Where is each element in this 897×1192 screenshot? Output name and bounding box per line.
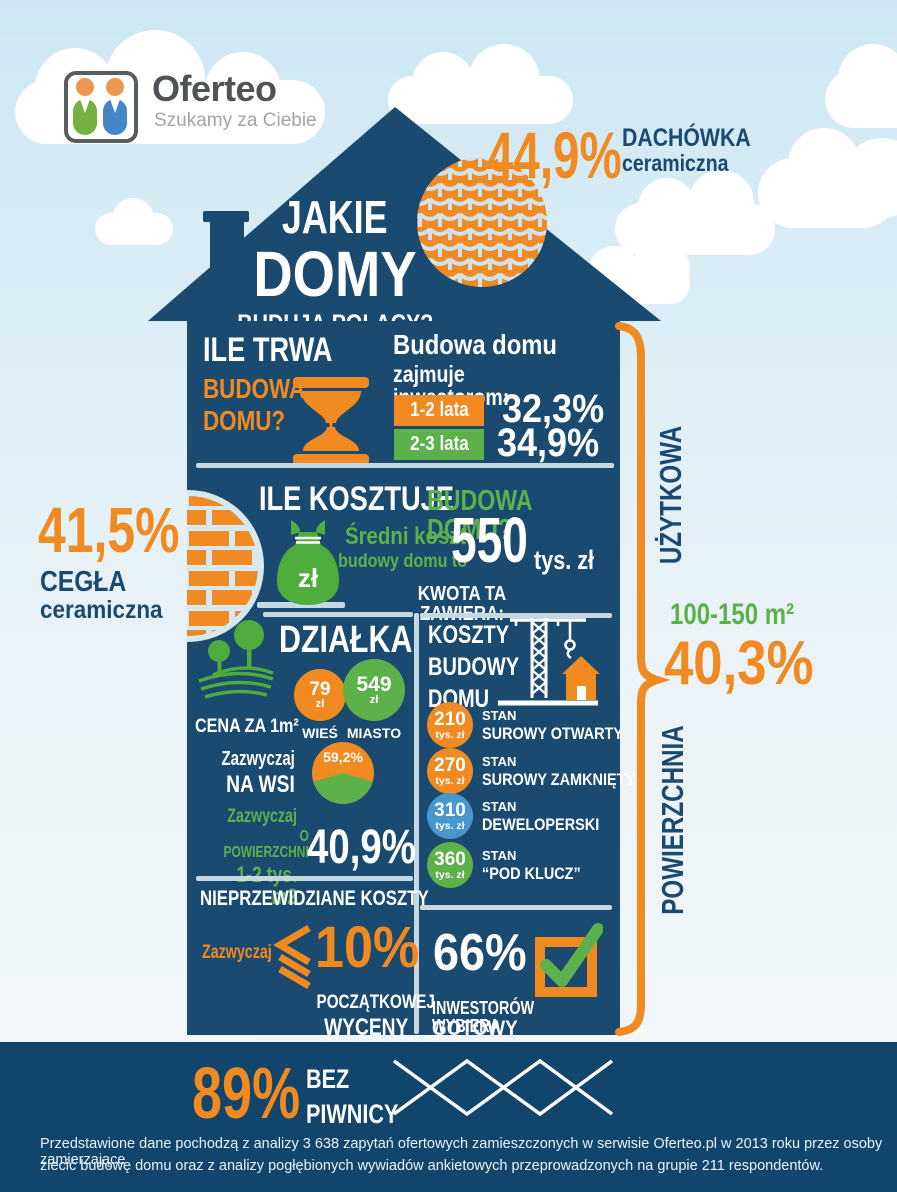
chimney xyxy=(210,222,244,270)
unforeseen-suffix2: WYCENY xyxy=(323,1014,408,1041)
oferteo-people-icon xyxy=(73,78,127,135)
brick-stat-value: 41,5% xyxy=(38,494,180,566)
village-price-circle: 79 zł xyxy=(294,669,346,721)
chimney-cap xyxy=(203,211,249,222)
project-value: 66% xyxy=(433,924,527,982)
area-brace xyxy=(615,322,671,1036)
stage-row-2: 270 tys. zł STAN SUROWY ZAMKNIĘTY xyxy=(427,748,662,794)
cost-heading-white: ILE KOSZTUJE xyxy=(259,480,454,518)
basement-label: BEZ PIWNICY xyxy=(306,1064,422,1134)
plot-area-block: Zazwyczaj O POWIERZCHNI 1-2 tys. m2 xyxy=(195,806,308,908)
village-label: WIEŚ xyxy=(302,725,338,741)
plot-area-value: 40,9% xyxy=(307,821,416,874)
roof-tiles-icon xyxy=(417,157,547,287)
footer-line2: zlecić budowę domu oraz z analizy pogłęb… xyxy=(40,1158,824,1174)
unforeseen-value: 10% xyxy=(315,915,420,980)
divider xyxy=(263,612,413,617)
column-divider xyxy=(414,613,419,1034)
pie-value: 59,2% xyxy=(323,749,363,765)
cost-avg-value: 550 xyxy=(451,504,528,576)
roof-triangle xyxy=(148,107,661,321)
house-body: ILE TRWA BUDOWA DOMU? Budowa domu zajmuj… xyxy=(187,321,635,1060)
cloud xyxy=(0,0,897,340)
money-bag-currency: zł xyxy=(297,563,319,593)
roof-stat-label2: ceramiczna xyxy=(622,150,729,176)
village-pie-chart xyxy=(312,742,374,804)
divider xyxy=(196,463,614,468)
logo-tagline: Szukamy za Ciebie xyxy=(154,110,317,131)
cost-avg1: Średni koszt xyxy=(345,523,467,550)
logo xyxy=(64,71,138,143)
stage-3-circle: 310 tys. zł xyxy=(427,793,473,839)
stages-heading: KOSZTY BUDOWY DOMU xyxy=(428,621,520,713)
duration-heading-white: ILE TRWA xyxy=(203,331,333,369)
moneybag-shelf xyxy=(257,602,345,608)
stage-2-circle: 270 tys. zł xyxy=(427,748,473,794)
duration-heading-orange1: BUDOWA xyxy=(203,373,306,404)
cost-avg-unit: tys. zł xyxy=(534,545,595,575)
brick-stat-label2: ceramiczna xyxy=(40,596,163,624)
unforeseen-suffix-block: POCZĄTKOWEJ WYCENY xyxy=(287,993,435,1041)
cost-avg2: budowy domu to xyxy=(338,551,468,572)
divider xyxy=(196,876,413,881)
money-bag-icon xyxy=(277,520,339,605)
area-range: 100-150 m² xyxy=(670,598,795,631)
project-label1: INWESTORÓW WYBIERA xyxy=(432,998,535,1036)
house-roof xyxy=(148,107,661,321)
plot-heading: DZIAŁKA xyxy=(279,619,413,661)
duration-bar-2: 2-3 lata xyxy=(394,429,484,460)
duration-heading-orange2: DOMU? xyxy=(203,405,286,436)
duration-bar-1-label: 1-2 lata xyxy=(409,399,469,421)
bottom-band: 89% BEZ PIWNICY Przedstawione dane pocho… xyxy=(0,1042,897,1192)
stage-row-1: 210 tys. zł STAN SUROWY OTWARTY xyxy=(427,702,648,748)
basement-value: 89% xyxy=(192,1054,301,1134)
city-label: MIASTO xyxy=(346,725,402,741)
roof-stat-value: 44,9% xyxy=(487,118,622,192)
cost-heading-green: BUDOWA DOMU? xyxy=(427,485,532,546)
unforeseen-heading: NIEPRZEWIDZIANE KOSZTY xyxy=(200,887,429,910)
basement-label1: BEZ xyxy=(306,1064,350,1094)
unforeseen-usually: Zazwyczaj xyxy=(202,942,272,963)
brick-stat-label1: CEGŁA xyxy=(40,566,127,598)
roof-stat-label1: DACHÓWKA xyxy=(622,124,751,152)
duration-subtitle1: Budowa domu xyxy=(393,329,557,360)
brick-circle-icon xyxy=(187,490,264,642)
stage-4-circle: 360 tys. zł xyxy=(427,842,473,888)
plot-area2: O POWIERZCHNI xyxy=(223,828,309,861)
divider xyxy=(420,905,612,910)
title-line1: JAKIE xyxy=(282,191,388,243)
area-top-label: UŻYTKOWA xyxy=(653,425,688,565)
title-line2: DOMY xyxy=(253,238,417,310)
plot-usually-block: Zazwyczaj NA WSI xyxy=(195,749,295,797)
less-than-or-equal-icon xyxy=(273,925,311,989)
hourglass-icon xyxy=(293,377,369,465)
area-value: 40,3% xyxy=(664,629,814,698)
basement-label2: PIWNICY xyxy=(306,1099,399,1129)
city-price-circle: 549 zł xyxy=(343,659,405,721)
unforeseen-suffix1: POCZĄTKOWEJ xyxy=(316,992,435,1013)
duration-bar-1: 1-2 lata xyxy=(394,395,484,426)
duration-bar-2-label: 2-3 lata xyxy=(409,433,469,455)
duration-bar-1-value: 32,3% xyxy=(502,387,605,431)
crossed-x-pattern-icon xyxy=(392,1058,614,1116)
plot-usually2: NA WSI xyxy=(226,771,295,798)
checkbox-check-icon xyxy=(535,923,603,997)
area-bottom-label: POWIERZCHNIA xyxy=(655,725,690,915)
stage-row-4: 360 tys. zł STAN “POD KLUCZ” xyxy=(427,842,598,888)
tree-field-icon xyxy=(198,620,274,699)
logo-name: Oferteo xyxy=(152,68,277,109)
stage-1-circle: 210 tys. zł xyxy=(427,702,473,748)
footer-line1: Przedstawione dane pochodzą z analizy 3 … xyxy=(40,1136,883,1168)
plot-price-label: CENA ZA 1m² xyxy=(195,716,299,737)
page-title: JAKIE DOMY BUDUJĄ POLACY? xyxy=(200,194,470,337)
plot-usually1: Zazwyczaj xyxy=(221,748,295,770)
divider xyxy=(420,613,612,618)
crane-icon xyxy=(498,618,600,706)
plot-area1: Zazwyczaj xyxy=(227,806,297,827)
stage-row-3: 310 tys. zł STAN DEWELOPERSKI xyxy=(427,793,620,839)
duration-bar-2-value: 34,9% xyxy=(497,421,600,465)
